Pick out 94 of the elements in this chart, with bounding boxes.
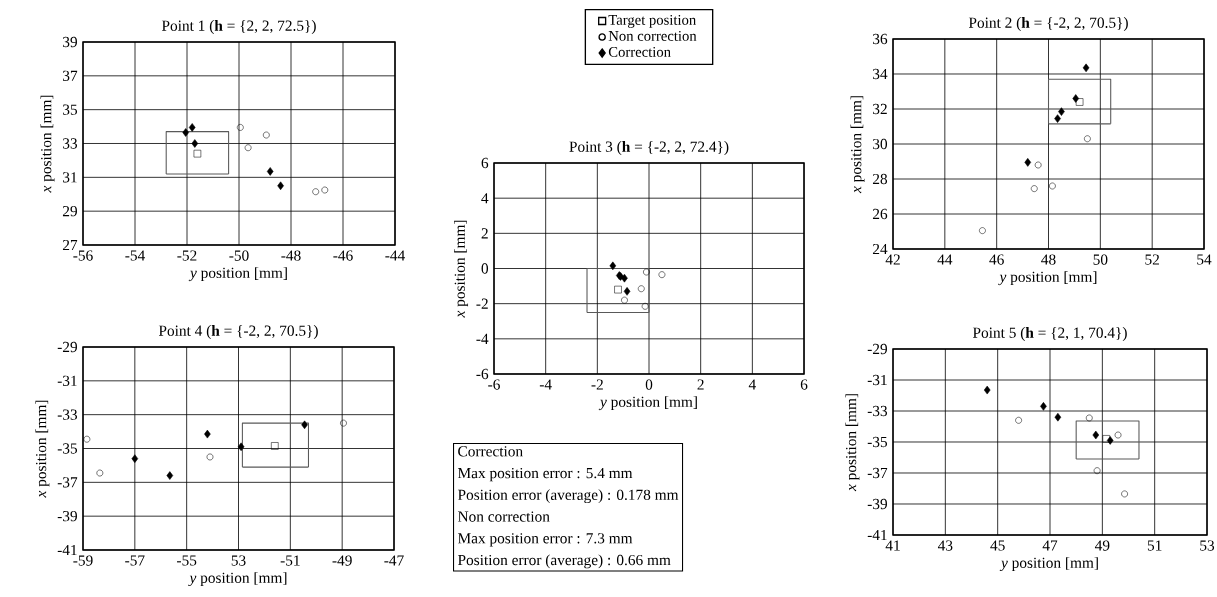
chart-title: Point 2 (h = {-2, 2, 70.5}) [968, 17, 1128, 31]
y-axis-title: x position [mm] [35, 400, 50, 498]
x-tick-label: 53 [1200, 540, 1215, 551]
y-tick-label: -35 [867, 436, 888, 448]
chart-title: Point 4 (h = {-2, 2, 70.5}) [158, 325, 318, 339]
legend-label: Correction [608, 47, 671, 57]
y-tick-label: 35 [63, 104, 78, 115]
text: Max position error : 5.4 mm [457, 467, 633, 482]
y-tick-label: 28 [872, 173, 888, 185]
x-axis-title: y position [mm] [598, 396, 697, 411]
x-tick-label: 41 [885, 540, 900, 551]
y-axis-title: x position [mm] [454, 220, 469, 318]
y-axis-title: x position [mm] [845, 394, 860, 492]
x-tick-label: 54 [1197, 254, 1212, 265]
x-tick-label: -6 [488, 379, 500, 390]
y-tick-label: 32 [873, 103, 887, 115]
x-tick-label: 2 [697, 379, 704, 390]
x-tick-label: -59 [73, 555, 93, 566]
y-tick-label: 37 [63, 70, 78, 81]
chart-title: Point 1 (h = {2, 2, 72.5}) [161, 20, 316, 34]
x-tick-label: -47 [384, 555, 404, 566]
y-tick-label: 26 [872, 208, 888, 220]
text: Max position error : 7.3 mm [457, 533, 633, 547]
y-tick-label: 29 [62, 206, 77, 217]
x-tick-label: 47 [1042, 540, 1058, 551]
x-tick-label: 0 [645, 379, 653, 390]
x-tick-label: -51 [280, 555, 300, 566]
x-tick-label: -2 [591, 379, 603, 390]
y-tick-label: -31 [867, 374, 887, 386]
x-tick-label: -52 [177, 250, 197, 261]
legend-label: Target position [608, 15, 696, 28]
y-axis-title: x position [mm] [40, 95, 55, 193]
y-tick-label: -37 [867, 467, 888, 479]
y-tick-label: -2 [476, 298, 488, 309]
x-axis-title: y position [mm] [188, 572, 287, 587]
x-tick-label: 44 [937, 254, 953, 265]
y-tick-label: 24 [872, 243, 888, 255]
x-tick-label: -56 [73, 250, 93, 261]
x-tick-label: -57 [125, 555, 145, 566]
x-axis-title: y position [mm] [188, 267, 287, 282]
y-tick-label: -31 [57, 375, 77, 386]
x-tick-label: 48 [1041, 254, 1056, 265]
x-tick-label: 43 [937, 540, 953, 551]
text: Non correction [457, 511, 550, 522]
y-tick-label: 36 [873, 33, 888, 45]
y-tick-label: -4 [476, 333, 489, 344]
y-tick-label: 6 [481, 157, 489, 169]
x-tick-label: 42 [885, 254, 900, 265]
y-tick-label: -37 [57, 477, 78, 488]
y-tick-label: -39 [867, 498, 887, 510]
y-tick-label: 31 [63, 172, 77, 183]
y-tick-label: -33 [57, 409, 78, 420]
x-tick-label: 49 [1094, 540, 1110, 551]
chart-title: Point 5 (h = {2, 1, 70.4}) [972, 327, 1127, 341]
text: Position error (average) : 0.178 mm [457, 489, 679, 504]
y-tick-label: 0 [481, 263, 489, 274]
x-tick-label: 6 [800, 379, 808, 390]
y-tick-label: -29 [867, 343, 887, 355]
x-tick-label: 4 [748, 379, 756, 390]
y-tick-label: 27 [62, 239, 78, 251]
chart-title: Point 3 (h = {-2, 2, 72.4}) [569, 141, 729, 155]
y-tick-label: -29 [57, 341, 77, 353]
y-tick-label: -33 [867, 405, 888, 417]
x-tick-label: -4 [539, 379, 552, 390]
y-tick-label: 4 [481, 193, 489, 204]
x-tick-label: -46 [333, 250, 353, 261]
y-tick-label: 2 [481, 228, 488, 239]
x-tick-label: -54 [125, 250, 145, 261]
x-tick-label: -48 [281, 250, 301, 261]
legend-label: Non correction [608, 31, 697, 41]
x-tick-label: 46 [989, 254, 1004, 265]
text: Position error (average) : 0.66 mm [457, 554, 671, 569]
x-axis-title: y position [mm] [999, 557, 1098, 572]
x-axis-title: y position [mm] [998, 271, 1097, 286]
x-tick-label: -55 [177, 555, 197, 566]
x-tick-label: -50 [229, 250, 249, 261]
x-tick-label: 51 [1147, 540, 1162, 551]
y-tick-label: 30 [873, 138, 888, 150]
x-tick-label: -49 [332, 555, 352, 566]
x-tick-label: -44 [385, 250, 405, 261]
y-tick-label: -39 [57, 511, 77, 522]
x-tick-label: 45 [990, 540, 1005, 551]
y-tick-label: 34 [873, 68, 888, 80]
y-axis-title: x position [mm] [850, 96, 865, 194]
y-tick-label: 39 [63, 36, 77, 48]
text: Correction [458, 446, 523, 457]
y-tick-label: 33 [63, 138, 78, 149]
y-tick-label: -41 [867, 529, 887, 541]
y-tick-label: -6 [476, 368, 489, 380]
y-tick-label: -35 [57, 443, 78, 454]
x-tick-label: 53 [231, 555, 246, 566]
x-tick-label: 50 [1093, 254, 1108, 265]
y-tick-label: -41 [57, 544, 77, 556]
x-tick-label: 52 [1145, 254, 1159, 265]
